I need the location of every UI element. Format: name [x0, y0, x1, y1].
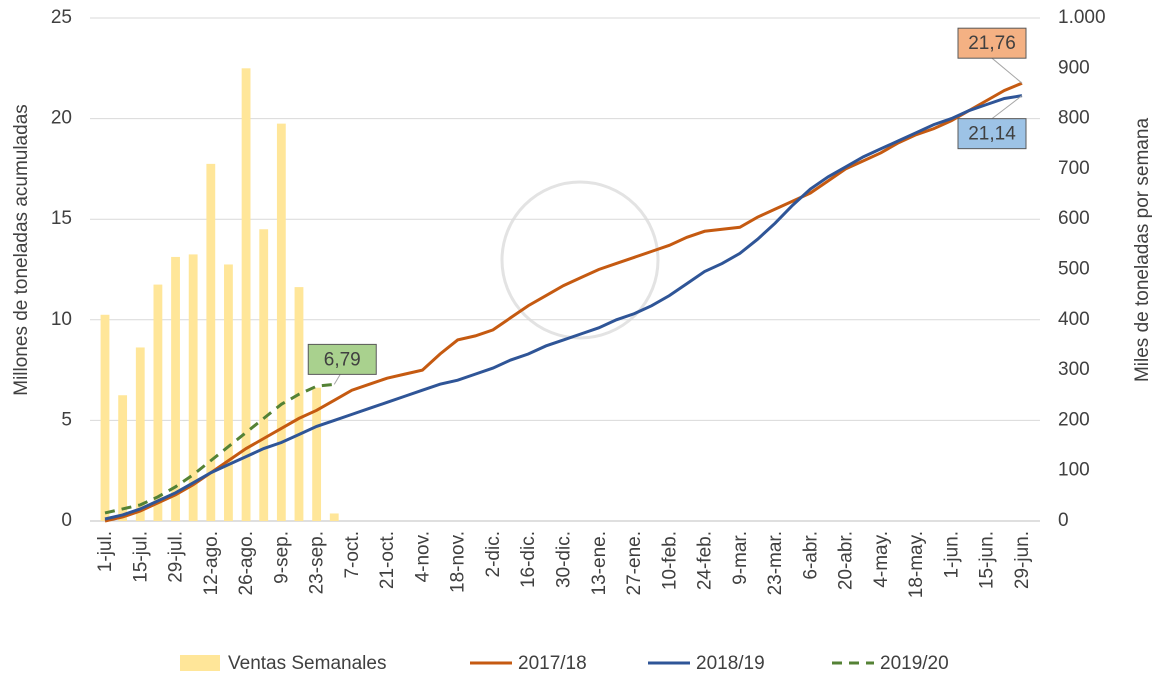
y2-tick-label: 700	[1058, 158, 1090, 179]
y-tick-label: 10	[51, 309, 72, 330]
x-tick-label: 1-jul.	[95, 531, 116, 572]
label-leader	[991, 95, 1023, 120]
x-tick-label: 23-mar.	[765, 531, 786, 595]
y2-tick-label: 200	[1058, 409, 1090, 430]
x-tick-label: 24-feb.	[695, 531, 716, 590]
x-tick-label: 1-jun.	[941, 531, 962, 579]
legend-label: Ventas Semanales	[228, 653, 386, 674]
legend-swatch	[180, 655, 220, 671]
x-tick-label: 26-ago.	[236, 531, 257, 595]
bar	[294, 287, 304, 521]
y-axis-title: Millones de toneladas acumuladas	[11, 104, 32, 396]
x-tick-label: 2-dic.	[483, 531, 504, 577]
label-leader	[333, 374, 341, 385]
y2-tick-label: 0	[1058, 510, 1069, 531]
x-tick-label: 30-dic.	[554, 531, 575, 588]
x-tick-label: 4-may.	[871, 531, 892, 588]
line	[104, 382, 335, 515]
data-label: 21,76	[968, 33, 1016, 54]
bar	[312, 387, 322, 521]
bar	[135, 347, 145, 521]
bar	[329, 513, 339, 521]
x-tick-label: 15-jun.	[977, 531, 998, 589]
x-tick-label: 16-dic.	[518, 531, 539, 588]
legend-label: 2017/18	[518, 653, 587, 674]
x-tick-label: 9-sep.	[271, 531, 292, 584]
legend-label: 2019/20	[880, 653, 949, 674]
y-tick-label: 25	[51, 7, 72, 28]
watermark	[500, 180, 660, 340]
bar	[188, 254, 198, 521]
y2-tick-label: 900	[1058, 57, 1090, 78]
y2-tick-label: 500	[1058, 259, 1090, 280]
y-tick-label: 5	[61, 409, 72, 430]
data-label: 21,14	[968, 124, 1016, 145]
x-tick-label: 15-jul.	[130, 531, 151, 583]
x-tick-label: 23-sep.	[307, 531, 328, 594]
x-tick-label: 29-jun.	[1012, 531, 1033, 589]
x-tick-label: 18-nov.	[448, 531, 469, 593]
bar	[153, 284, 163, 521]
x-tick-label: 13-ene.	[589, 531, 610, 595]
x-tick-label: 20-abr.	[836, 531, 857, 590]
line	[104, 94, 1023, 521]
y2-tick-label: 1.000	[1058, 7, 1106, 28]
y2-tick-label: 300	[1058, 359, 1090, 380]
x-tick-label: 18-may.	[906, 531, 927, 598]
bar	[206, 163, 216, 521]
label-box	[957, 118, 1027, 150]
bar	[259, 229, 269, 521]
y2-axis-title: Miles de toneladas por semana	[1132, 118, 1153, 382]
label-box	[307, 343, 377, 375]
x-tick-label: 9-mar.	[730, 531, 751, 585]
x-tick-label: 4-nov.	[412, 531, 433, 582]
x-tick-label: 27-ene.	[624, 531, 645, 595]
bar	[241, 68, 251, 522]
bar	[118, 395, 128, 521]
y2-tick-label: 100	[1058, 460, 1090, 481]
y2-tick-label: 600	[1058, 208, 1090, 229]
y-tick-label: 15	[51, 208, 72, 229]
line	[104, 81, 1023, 523]
label-leader	[991, 57, 1023, 84]
y-tick-label: 0	[61, 510, 72, 531]
x-tick-label: 29-jul.	[166, 531, 187, 583]
bar	[100, 314, 110, 521]
data-label: 6,79	[324, 349, 361, 370]
x-tick-label: 21-oct.	[377, 531, 398, 589]
y-tick-label: 20	[51, 108, 72, 129]
bar	[224, 264, 233, 521]
x-tick-label: 6-abr.	[800, 531, 821, 580]
label-box	[957, 27, 1027, 59]
bar	[276, 123, 286, 521]
x-tick-label: 12-ago.	[201, 531, 222, 595]
y2-tick-label: 800	[1058, 108, 1090, 129]
legend-label: 2018/19	[696, 653, 765, 674]
x-tick-label: 10-feb.	[659, 531, 680, 590]
bar	[171, 256, 180, 521]
y2-tick-label: 400	[1058, 309, 1090, 330]
x-tick-label: 7-oct.	[342, 531, 363, 579]
